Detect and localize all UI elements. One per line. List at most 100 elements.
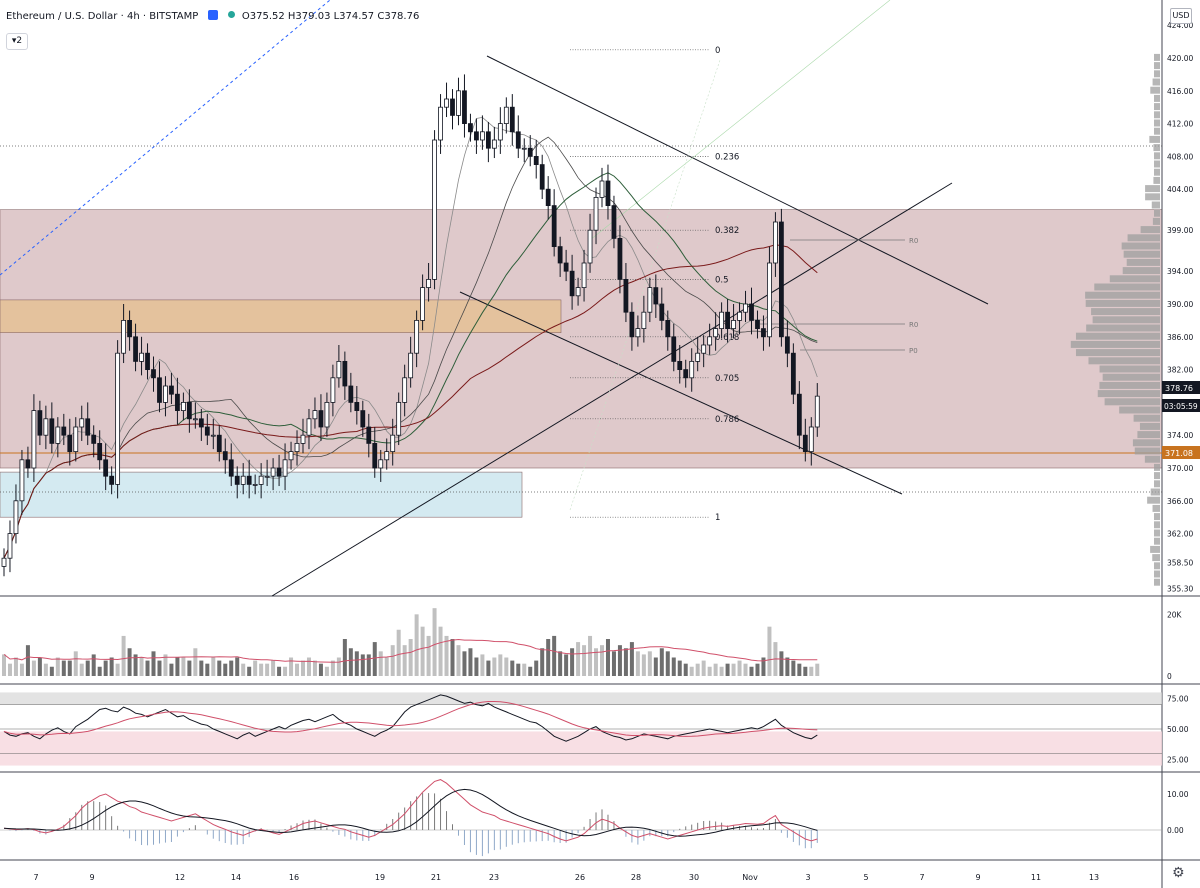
candle-body (186, 401, 192, 420)
volume-bar (713, 663, 718, 676)
pivot-label: R0 (909, 237, 918, 245)
volume-bar (97, 666, 102, 676)
price-tick-label: 362.00 (1167, 530, 1193, 539)
volume-bar (504, 657, 509, 676)
candle-body (677, 360, 683, 370)
volume-profile-bar (1070, 340, 1160, 348)
macd-signal-line (3, 788, 818, 837)
volume-bar (91, 654, 96, 676)
candle-body (515, 131, 521, 149)
volume-bar (701, 660, 706, 676)
volume-profile-bar (1109, 275, 1160, 283)
volume-profile-bar (1094, 283, 1160, 291)
volume-profile-bar (1152, 504, 1160, 512)
volume-bar (115, 663, 120, 676)
volume-profile-bar (1154, 127, 1160, 135)
volume-bar (265, 663, 270, 676)
candle-body (767, 262, 772, 338)
candle-body (43, 418, 49, 436)
candle-body (240, 475, 246, 485)
volume-bar (253, 660, 258, 676)
candle-body (611, 205, 617, 239)
countdown-label: 03:05:59 (1164, 402, 1198, 411)
visibility-icon[interactable] (207, 10, 218, 20)
candle-body (438, 106, 443, 141)
time-tick-label: 14 (231, 873, 241, 882)
indicator-toggle-button[interactable]: ▾2 (6, 33, 28, 50)
volume-bar (534, 660, 539, 676)
volume-bar (767, 626, 772, 676)
volume-bar (169, 663, 174, 676)
candle-body (324, 401, 330, 428)
candle-body (701, 344, 707, 354)
volume-bar (438, 626, 443, 676)
volume-bar (61, 660, 66, 676)
candle-body (49, 418, 55, 444)
candle-body (109, 475, 115, 485)
volume-bar (55, 657, 60, 676)
volume-profile-bar (1154, 529, 1160, 537)
volume-bar (2, 654, 6, 676)
candle-body (366, 426, 372, 444)
settings-gear-icon[interactable]: ⚙ (1172, 865, 1185, 881)
volume-bar (7, 663, 12, 676)
candle-body (749, 303, 754, 321)
candle-body (390, 434, 396, 453)
volume-profile-bar (1086, 324, 1160, 332)
channel-upper-line (486, 55, 989, 305)
chevron-down-icon: ▾ (11, 36, 17, 46)
candle-body (234, 475, 240, 485)
candle-body (378, 459, 384, 469)
volume-profile-bar (1154, 570, 1160, 578)
fib-level-label: 1 (715, 513, 720, 523)
volume-profile-bar (1102, 373, 1160, 381)
currency-button[interactable]: USD (1170, 8, 1192, 24)
volume-bar (342, 639, 347, 676)
candle-body (127, 319, 132, 338)
volume-bar (31, 660, 36, 676)
exchange-label: BITSTAMP (149, 11, 199, 22)
volume-bar (671, 657, 676, 676)
volume-profile-bar (1121, 242, 1160, 250)
time-tick-label: 9 (89, 873, 94, 882)
moving-average-line (3, 136, 818, 559)
candle-body (545, 188, 551, 206)
candle-body (169, 385, 174, 395)
volume-bar (43, 663, 48, 676)
volume-profile-bar (1088, 357, 1160, 365)
price-tick-label: 355.30 (1167, 585, 1193, 594)
interval-label[interactable]: 4h (126, 11, 140, 22)
volume-profile-bar (1075, 332, 1160, 340)
candle-body (605, 180, 611, 207)
fib-level-label: 0 (715, 46, 720, 56)
price-tick-label: 370.00 (1167, 464, 1193, 473)
candle-body (270, 467, 276, 477)
candle-body (330, 377, 336, 403)
volume-profile-bar (1133, 414, 1160, 422)
volume-bar (570, 648, 575, 676)
volume-bar (67, 660, 72, 676)
volume-bar (432, 608, 437, 676)
volume-bar (13, 657, 18, 676)
volume-profile-bar (1152, 554, 1160, 562)
candle-body (73, 426, 79, 453)
time-tick-label: 21 (431, 873, 441, 882)
volume-bar (779, 651, 784, 676)
volume-tick-label: 20K (1167, 610, 1183, 619)
volume-profile-bar (1149, 135, 1160, 143)
volume-bar (175, 657, 180, 676)
volume-bar (492, 657, 497, 676)
volume-bar (791, 660, 796, 676)
candle-body (97, 442, 103, 461)
volume-bar (366, 654, 371, 676)
volume-bar (653, 657, 658, 676)
volume-bar (558, 651, 563, 676)
volume-bar (205, 663, 210, 676)
candle-body (306, 418, 312, 436)
volume-bar (396, 629, 401, 676)
symbol-name[interactable]: Ethereum / U.S. Dollar (6, 11, 118, 22)
volume-bar (109, 657, 114, 676)
price-tick-label: 374.00 (1167, 431, 1193, 440)
volume-bar (199, 660, 204, 676)
